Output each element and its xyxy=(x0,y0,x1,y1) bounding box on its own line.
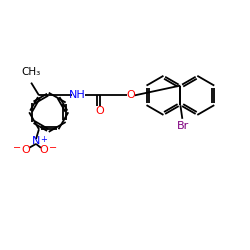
Text: −: − xyxy=(49,143,57,153)
Text: NH: NH xyxy=(69,90,86,100)
Text: O: O xyxy=(95,106,104,116)
Text: O: O xyxy=(126,90,135,100)
Text: N: N xyxy=(32,136,40,146)
Text: Br: Br xyxy=(177,121,190,131)
Text: O: O xyxy=(22,145,30,155)
Text: CH₃: CH₃ xyxy=(22,67,41,77)
Text: +: + xyxy=(40,134,47,143)
Text: O: O xyxy=(40,145,48,155)
Text: −: − xyxy=(13,143,21,153)
